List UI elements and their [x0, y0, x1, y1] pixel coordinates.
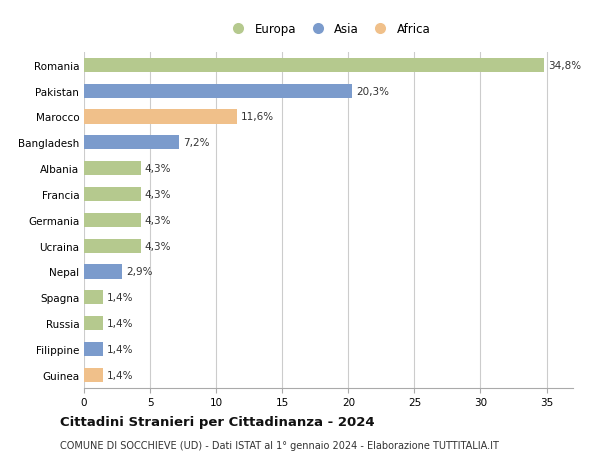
Text: 4,3%: 4,3% — [145, 190, 171, 200]
Text: 7,2%: 7,2% — [183, 138, 209, 148]
Text: 20,3%: 20,3% — [356, 86, 389, 96]
Bar — [84, 342, 103, 356]
Text: 1,4%: 1,4% — [106, 370, 133, 380]
Bar — [84, 368, 103, 382]
Bar — [84, 265, 122, 279]
Text: 4,3%: 4,3% — [145, 241, 171, 251]
Text: 4,3%: 4,3% — [145, 164, 171, 174]
Bar — [84, 136, 179, 150]
Bar — [84, 213, 141, 227]
Bar — [84, 110, 238, 124]
Text: 1,4%: 1,4% — [106, 293, 133, 302]
Bar — [84, 84, 352, 99]
Bar — [84, 291, 103, 305]
Bar — [84, 187, 141, 202]
Bar — [84, 162, 141, 176]
Text: 1,4%: 1,4% — [106, 319, 133, 328]
Text: Cittadini Stranieri per Cittadinanza - 2024: Cittadini Stranieri per Cittadinanza - 2… — [60, 415, 374, 428]
Bar — [84, 316, 103, 330]
Text: 4,3%: 4,3% — [145, 215, 171, 225]
Text: 2,9%: 2,9% — [126, 267, 153, 277]
Text: COMUNE DI SOCCHIEVE (UD) - Dati ISTAT al 1° gennaio 2024 - Elaborazione TUTTITAL: COMUNE DI SOCCHIEVE (UD) - Dati ISTAT al… — [60, 440, 499, 450]
Text: 1,4%: 1,4% — [106, 344, 133, 354]
Bar — [84, 59, 544, 73]
Text: 34,8%: 34,8% — [548, 61, 581, 71]
Legend: Europa, Asia, Africa: Europa, Asia, Africa — [222, 18, 435, 41]
Bar — [84, 239, 141, 253]
Text: 11,6%: 11,6% — [241, 112, 274, 122]
